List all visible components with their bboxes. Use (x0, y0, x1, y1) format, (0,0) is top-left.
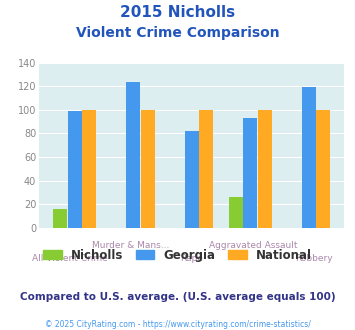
Text: Aggravated Assault: Aggravated Assault (208, 241, 297, 250)
Text: 2015 Nicholls: 2015 Nicholls (120, 5, 235, 20)
Bar (67, 111, 82, 228)
Text: Compared to U.S. average. (U.S. average equals 100): Compared to U.S. average. (U.S. average … (20, 292, 335, 302)
Bar (82, 110, 96, 228)
Text: Robbery: Robbery (295, 254, 333, 263)
Text: © 2025 CityRating.com - https://www.cityrating.com/crime-statistics/: © 2025 CityRating.com - https://www.city… (45, 320, 310, 329)
Bar (229, 197, 242, 228)
Bar (258, 110, 272, 228)
Bar (141, 110, 155, 228)
Bar (185, 131, 199, 228)
Text: Rape: Rape (180, 254, 203, 263)
Text: All Violent Crime: All Violent Crime (32, 254, 108, 263)
Bar (302, 87, 316, 228)
Bar (53, 209, 67, 228)
Bar (243, 118, 257, 228)
Bar (199, 110, 213, 228)
Text: Murder & Mans...: Murder & Mans... (92, 241, 169, 250)
Bar (126, 82, 140, 228)
Legend: Nicholls, Georgia, National: Nicholls, Georgia, National (38, 244, 317, 266)
Text: Violent Crime Comparison: Violent Crime Comparison (76, 26, 279, 40)
Bar (316, 110, 331, 228)
